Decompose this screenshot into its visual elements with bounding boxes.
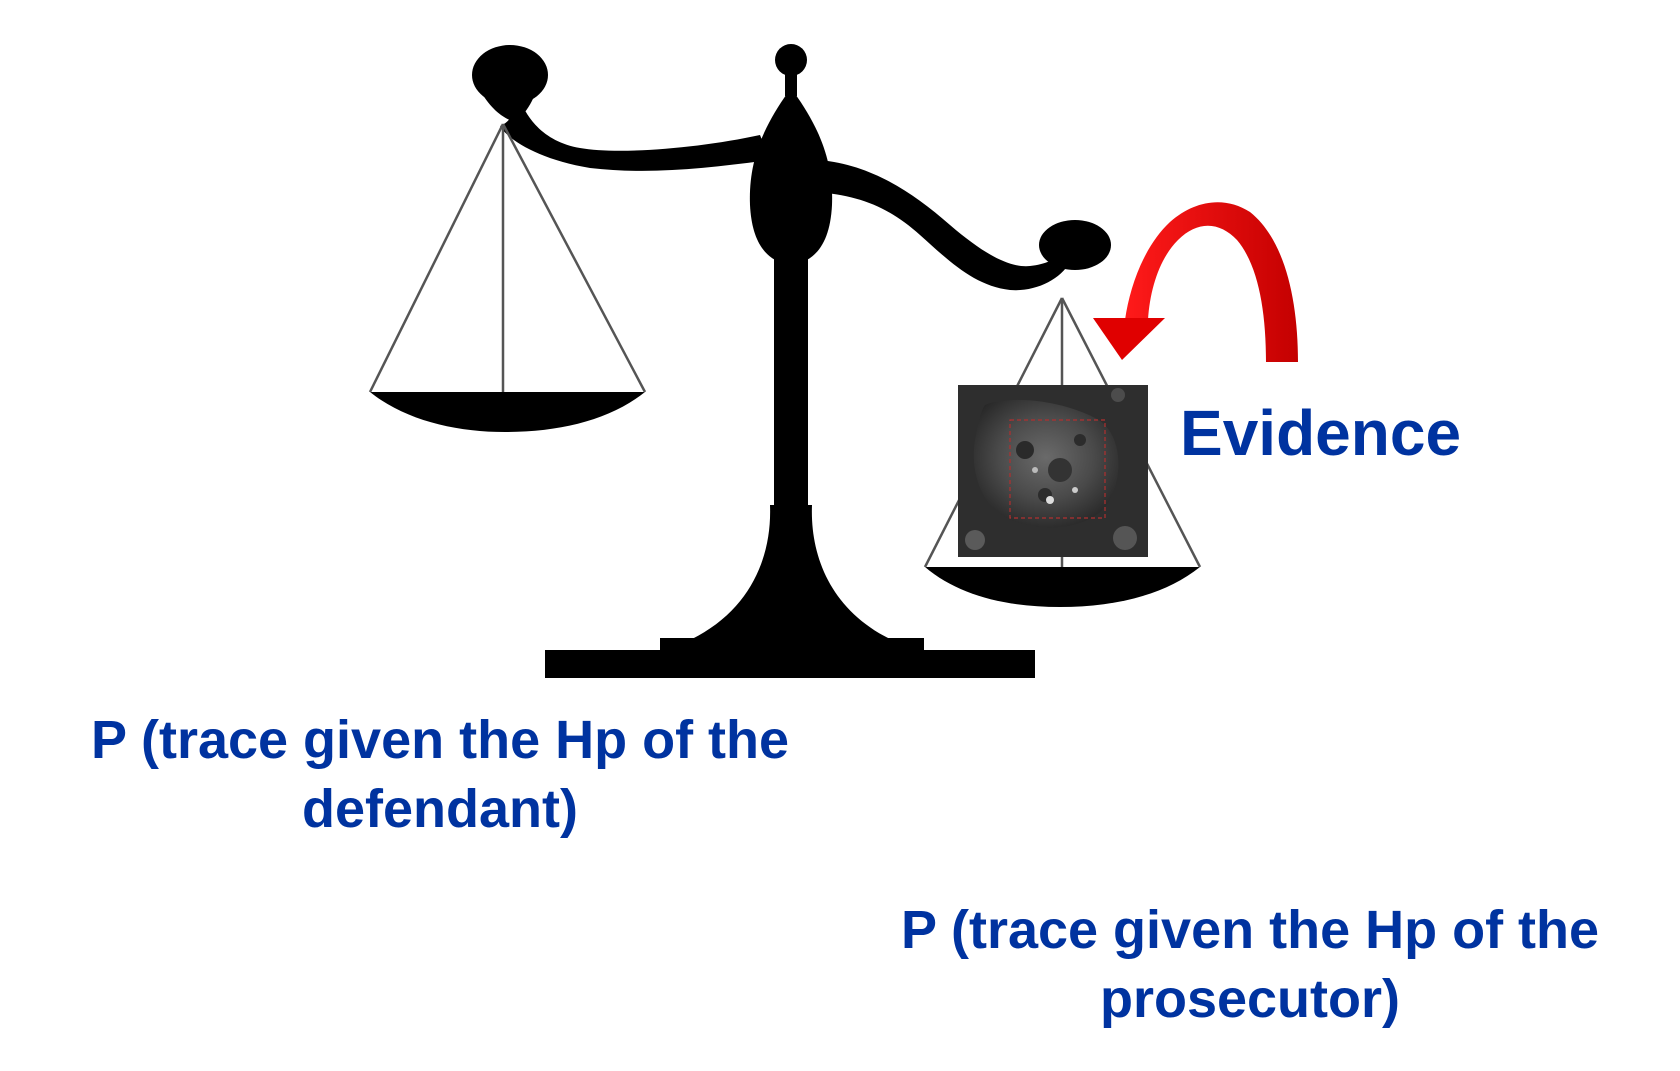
scale-finial [775, 44, 807, 76]
scale-left-pan [370, 392, 645, 432]
scale-column [774, 230, 808, 520]
scale-left-hook [480, 70, 539, 122]
prosecutor-label-line2: prosecutor) [1099, 968, 1401, 1029]
scale-foot [690, 505, 892, 640]
prosecutor-label-line1: P (trace given the Hp of the [900, 900, 1600, 960]
balance-scale-icon [370, 44, 1200, 678]
defendant-label-line1: P (trace given the Hp of the [90, 710, 790, 770]
scale-finial-neck [785, 70, 797, 96]
curved-arrow-icon [1093, 202, 1298, 362]
scale-base-step [660, 638, 924, 654]
defendant-probability-label: P (trace given the Hp of the defendant) [20, 706, 860, 843]
scale-top-pillar [749, 88, 833, 265]
prosecutor-probability-label: P (trace given the Hp of the prosecutor) [830, 896, 1670, 1033]
scale-right-arm [815, 160, 1070, 291]
scale-left-arm [500, 100, 770, 171]
evidence-label: Evidence [1180, 397, 1462, 469]
scale-right-pan [925, 567, 1200, 607]
scale-base [545, 650, 1035, 678]
evidence-image [958, 385, 1148, 557]
defendant-label-line2: defendant) [302, 778, 578, 839]
scale-right-knob [1039, 220, 1111, 270]
